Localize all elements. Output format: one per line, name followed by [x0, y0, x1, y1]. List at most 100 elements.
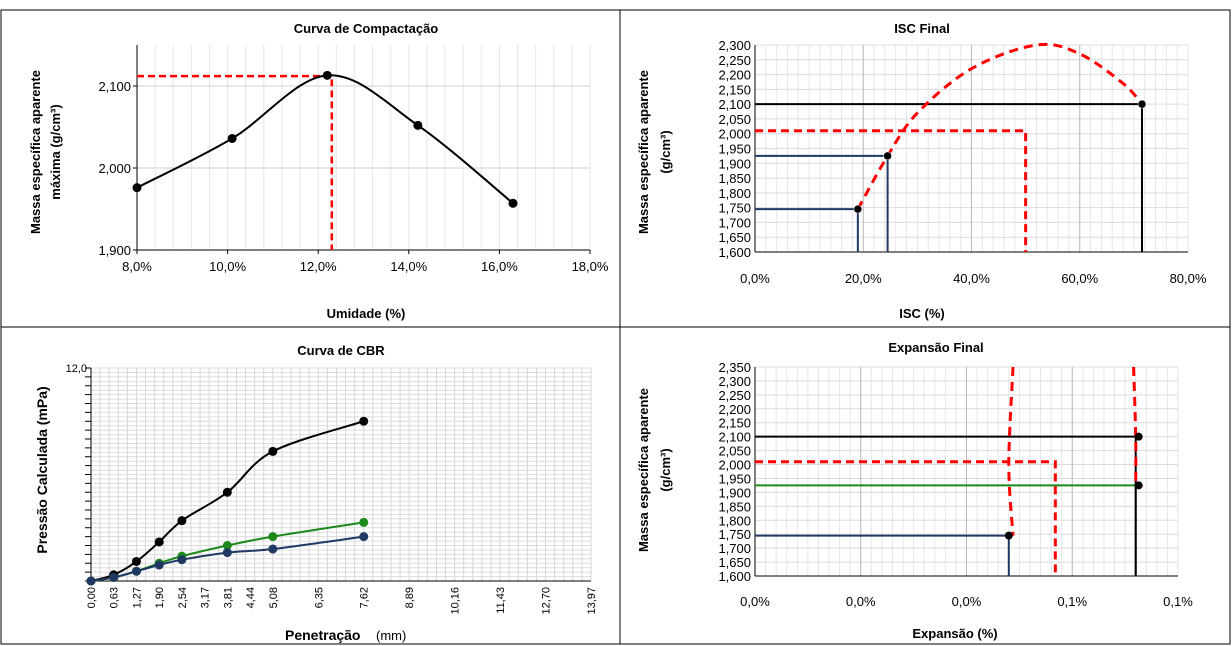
x-tick-label: 12,0% — [300, 259, 337, 274]
data-point — [413, 120, 423, 130]
chart-title: Curva de CBR — [297, 343, 385, 358]
chart-title: ISC Final — [894, 21, 950, 36]
chart-cbr: 12,0 0,00 0,63 1,27 1,90 2,54 3,17 3,81 4,44 5,08… — [34, 343, 598, 643]
y-tick-label: 2,100 — [718, 97, 751, 112]
fitted-curve — [1007, 366, 1015, 536]
reference-line — [137, 74, 334, 250]
chart-compactacao: 8,0% 10,0% 12,0% 14,0% 16,0% 18,0% 1,900 2,000 2… — [28, 21, 609, 321]
y-tick-label: 1,750 — [718, 201, 751, 216]
data-point — [154, 537, 164, 547]
x-tick-label: 0,0% — [740, 594, 770, 609]
y-axis-label: Pressão Calculada (mPa) — [34, 386, 50, 553]
x-tick-label: 3,81 — [222, 587, 234, 608]
data-point — [853, 204, 863, 214]
data-point — [1137, 99, 1147, 109]
y-tick-label: 2,050 — [718, 444, 751, 459]
y-tick-label: 2,300 — [718, 374, 751, 389]
x-tick-label: 13,97 — [586, 587, 598, 615]
y-tick-label: 2,300 — [718, 38, 751, 53]
data-point — [1134, 432, 1143, 441]
y-tick-label: 1,650 — [718, 555, 751, 570]
y-tick-label: 2,000 — [98, 161, 131, 176]
y-tick-label: 1,900 — [718, 156, 751, 171]
y-tick-label: 2,250 — [718, 388, 751, 403]
data-point — [322, 70, 332, 80]
x-tick-label: 0,63 — [109, 587, 121, 608]
data-point — [359, 532, 369, 542]
y-tick-label: 1,750 — [718, 527, 751, 542]
x-tick-label: 14,0% — [390, 259, 427, 274]
reference-line — [755, 129, 1028, 252]
y-tick-label: 2,350 — [718, 360, 751, 375]
y-axis-label: Massa específica aparente — [28, 70, 43, 234]
data-point — [222, 487, 232, 497]
y-tick-label: 1,950 — [718, 142, 751, 157]
data-point — [359, 416, 369, 426]
y-tick-label: 1,700 — [718, 215, 751, 230]
x-axis-label: Umidade (%) — [327, 306, 406, 321]
x-tick-label: 7,62 — [359, 587, 371, 608]
y-tick-label: 1,900 — [718, 485, 751, 500]
chart-expansao-final: 0,0% 0,0% 0,0% 0,1% 0,1% 1,6001,6501,7001,750… — [636, 340, 1193, 641]
data-point — [1134, 481, 1143, 490]
x-axis-label: Expansão (%) — [912, 626, 997, 641]
data-point — [268, 544, 278, 554]
y-tick-label: 12,0 — [66, 363, 87, 375]
y-tick-label: 2,150 — [718, 416, 751, 431]
y-axis-label: Massa específica aparente — [636, 70, 651, 234]
x-tick-label: 18,0% — [572, 259, 609, 274]
y-tick-label: 1,800 — [718, 513, 751, 528]
x-tick-label: 0,0% — [846, 594, 876, 609]
x-axis-label: Penetração — [285, 627, 360, 643]
data-point — [268, 446, 278, 456]
y-tick-label: 1,850 — [718, 171, 751, 186]
y-tick-label: 2,000 — [718, 127, 751, 142]
y-axis-label: (g/cm³) — [658, 448, 673, 491]
y-axis-label: Massa específica aparente — [636, 388, 651, 552]
y-tick-label: 1,950 — [718, 471, 751, 486]
y-tick-label: 1,600 — [718, 245, 751, 260]
data-point — [222, 548, 232, 558]
x-tick-label: 8,0% — [122, 259, 152, 274]
y-tick-label: 1,900 — [98, 243, 131, 258]
data-point — [86, 576, 96, 586]
y-tick-label: 1,850 — [718, 499, 751, 514]
x-tick-label: 4,44 — [245, 587, 257, 608]
chart-title: Curva de Compactação — [294, 21, 439, 36]
x-tick-label: 0,00 — [86, 587, 98, 608]
x-tick-label: 1,27 — [131, 587, 143, 608]
y-tick-label: 2,000 — [718, 458, 751, 473]
data-point — [883, 151, 892, 161]
data-point — [508, 198, 518, 208]
guide-line — [755, 208, 859, 252]
x-tick-label: 60,0% — [1061, 271, 1098, 286]
x-tick-label: 5,08 — [268, 587, 280, 608]
x-tick-label: 10,16 — [450, 587, 462, 615]
x-tick-label: 0,0% — [952, 594, 982, 609]
y-tick-label: 2,200 — [718, 402, 751, 417]
data-point — [268, 532, 278, 542]
y-axis-label: (g/cm³) — [658, 130, 673, 173]
y-tick-label: 2,050 — [718, 112, 751, 127]
y-tick-label: 2,250 — [718, 53, 751, 68]
fitted-curve — [1132, 366, 1138, 486]
y-tick-label: 2,200 — [718, 68, 751, 83]
data-point — [109, 572, 119, 582]
reference-line — [755, 460, 1057, 576]
y-tick-label: 2,100 — [718, 430, 751, 445]
data-point — [1004, 531, 1013, 540]
x-tick-label: 0,0% — [740, 271, 770, 286]
x-tick-label: 40,0% — [953, 271, 990, 286]
y-tick-label: 1,650 — [718, 230, 751, 245]
data-point — [132, 183, 142, 193]
x-axis-label: ISC (%) — [899, 306, 945, 321]
data-point — [131, 566, 141, 576]
x-tick-label: 0,1% — [1163, 594, 1193, 609]
x-tick-label: 16,0% — [481, 259, 518, 274]
data-point — [359, 517, 369, 527]
chart-isc-final: 0,0% 20,0% 40,0% 60,0% 80,0%1,6001,6501,7001… — [636, 21, 1207, 321]
x-tick-label: 80,0% — [1170, 271, 1207, 286]
series-line — [136, 74, 514, 205]
y-tick-label: 1,600 — [718, 569, 751, 584]
